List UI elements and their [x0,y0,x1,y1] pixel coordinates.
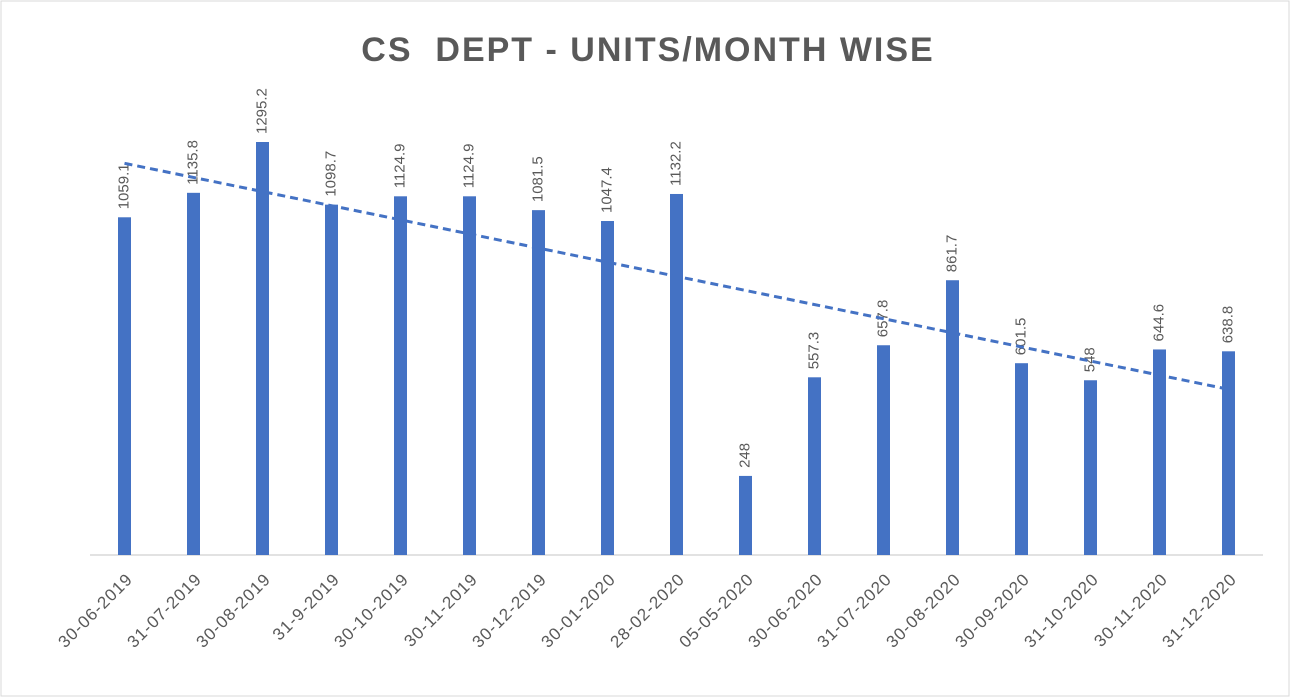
bar [118,217,131,555]
data-label: 1047.4 [598,167,615,213]
bar [532,210,545,555]
data-label: 1124.9 [391,144,408,189]
data-label: 1132.2 [667,141,684,186]
bar [1084,380,1097,555]
data-label: 1098.7 [322,151,339,197]
data-label: 548 [1081,347,1098,372]
data-label: 248 [736,443,753,468]
bar [670,193,683,555]
data-label: 1059.1 [115,163,132,209]
bar [808,377,821,555]
bar [256,142,269,555]
data-label: 601.5 [1012,318,1029,356]
data-label: 638.8 [1219,306,1236,344]
bar [1222,351,1235,555]
chart-title: CS DEPT - UNITS/MONTH WISE [361,31,934,69]
bar [1153,349,1166,555]
bar [463,196,476,555]
data-label: 1135.8 [184,140,201,185]
bar [739,475,752,555]
data-label: 557.3 [805,332,822,370]
data-label: 1081.5 [529,156,546,202]
data-label: 644.6 [1150,304,1167,342]
data-label: 1124.9 [460,144,477,189]
data-label: 1295.2 [253,88,270,134]
trendline [124,161,1229,391]
bar [877,345,890,555]
bar [325,204,338,555]
bar [187,192,200,555]
data-label: 861.7 [943,235,960,273]
bar [946,280,959,555]
bar [1015,363,1028,555]
bar [394,196,407,555]
bar [601,221,614,555]
